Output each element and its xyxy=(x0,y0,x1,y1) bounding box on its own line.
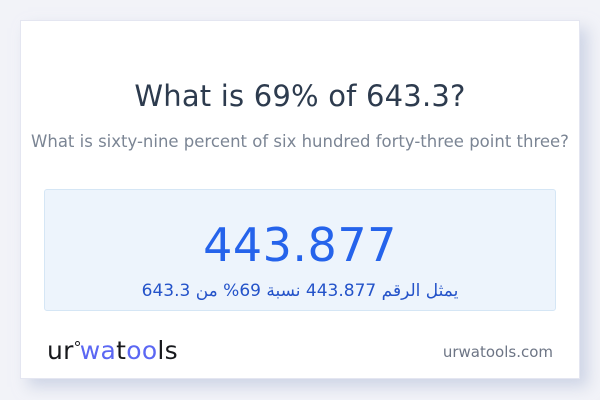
logo-segment-oo: oo xyxy=(126,336,158,365)
page-title: What is 69% of 643.3? xyxy=(134,79,466,113)
footer: ur watools urwatools.com xyxy=(47,338,553,363)
logo-segment-wa: wa xyxy=(79,336,117,365)
result-card: What is 69% of 643.3? What is sixty-nine… xyxy=(20,20,580,379)
logo-segment-t: t xyxy=(116,336,127,365)
result-caption-arabic: يمثل الرقم 443.877 نسبة 69% من 643.3 xyxy=(141,281,459,301)
page-subtitle: What is sixty-nine percent of six hundre… xyxy=(31,132,569,151)
logo-segment-ur: ur xyxy=(47,336,74,365)
result-box: 443.877 يمثل الرقم 443.877 نسبة 69% من 6… xyxy=(44,189,556,311)
logo-segment-ls: ls xyxy=(157,336,178,365)
brand-logo[interactable]: ur watools xyxy=(47,338,178,363)
logo-ring-icon xyxy=(74,341,80,346)
site-url: urwatools.com xyxy=(442,343,553,361)
result-value: 443.877 xyxy=(203,218,397,272)
